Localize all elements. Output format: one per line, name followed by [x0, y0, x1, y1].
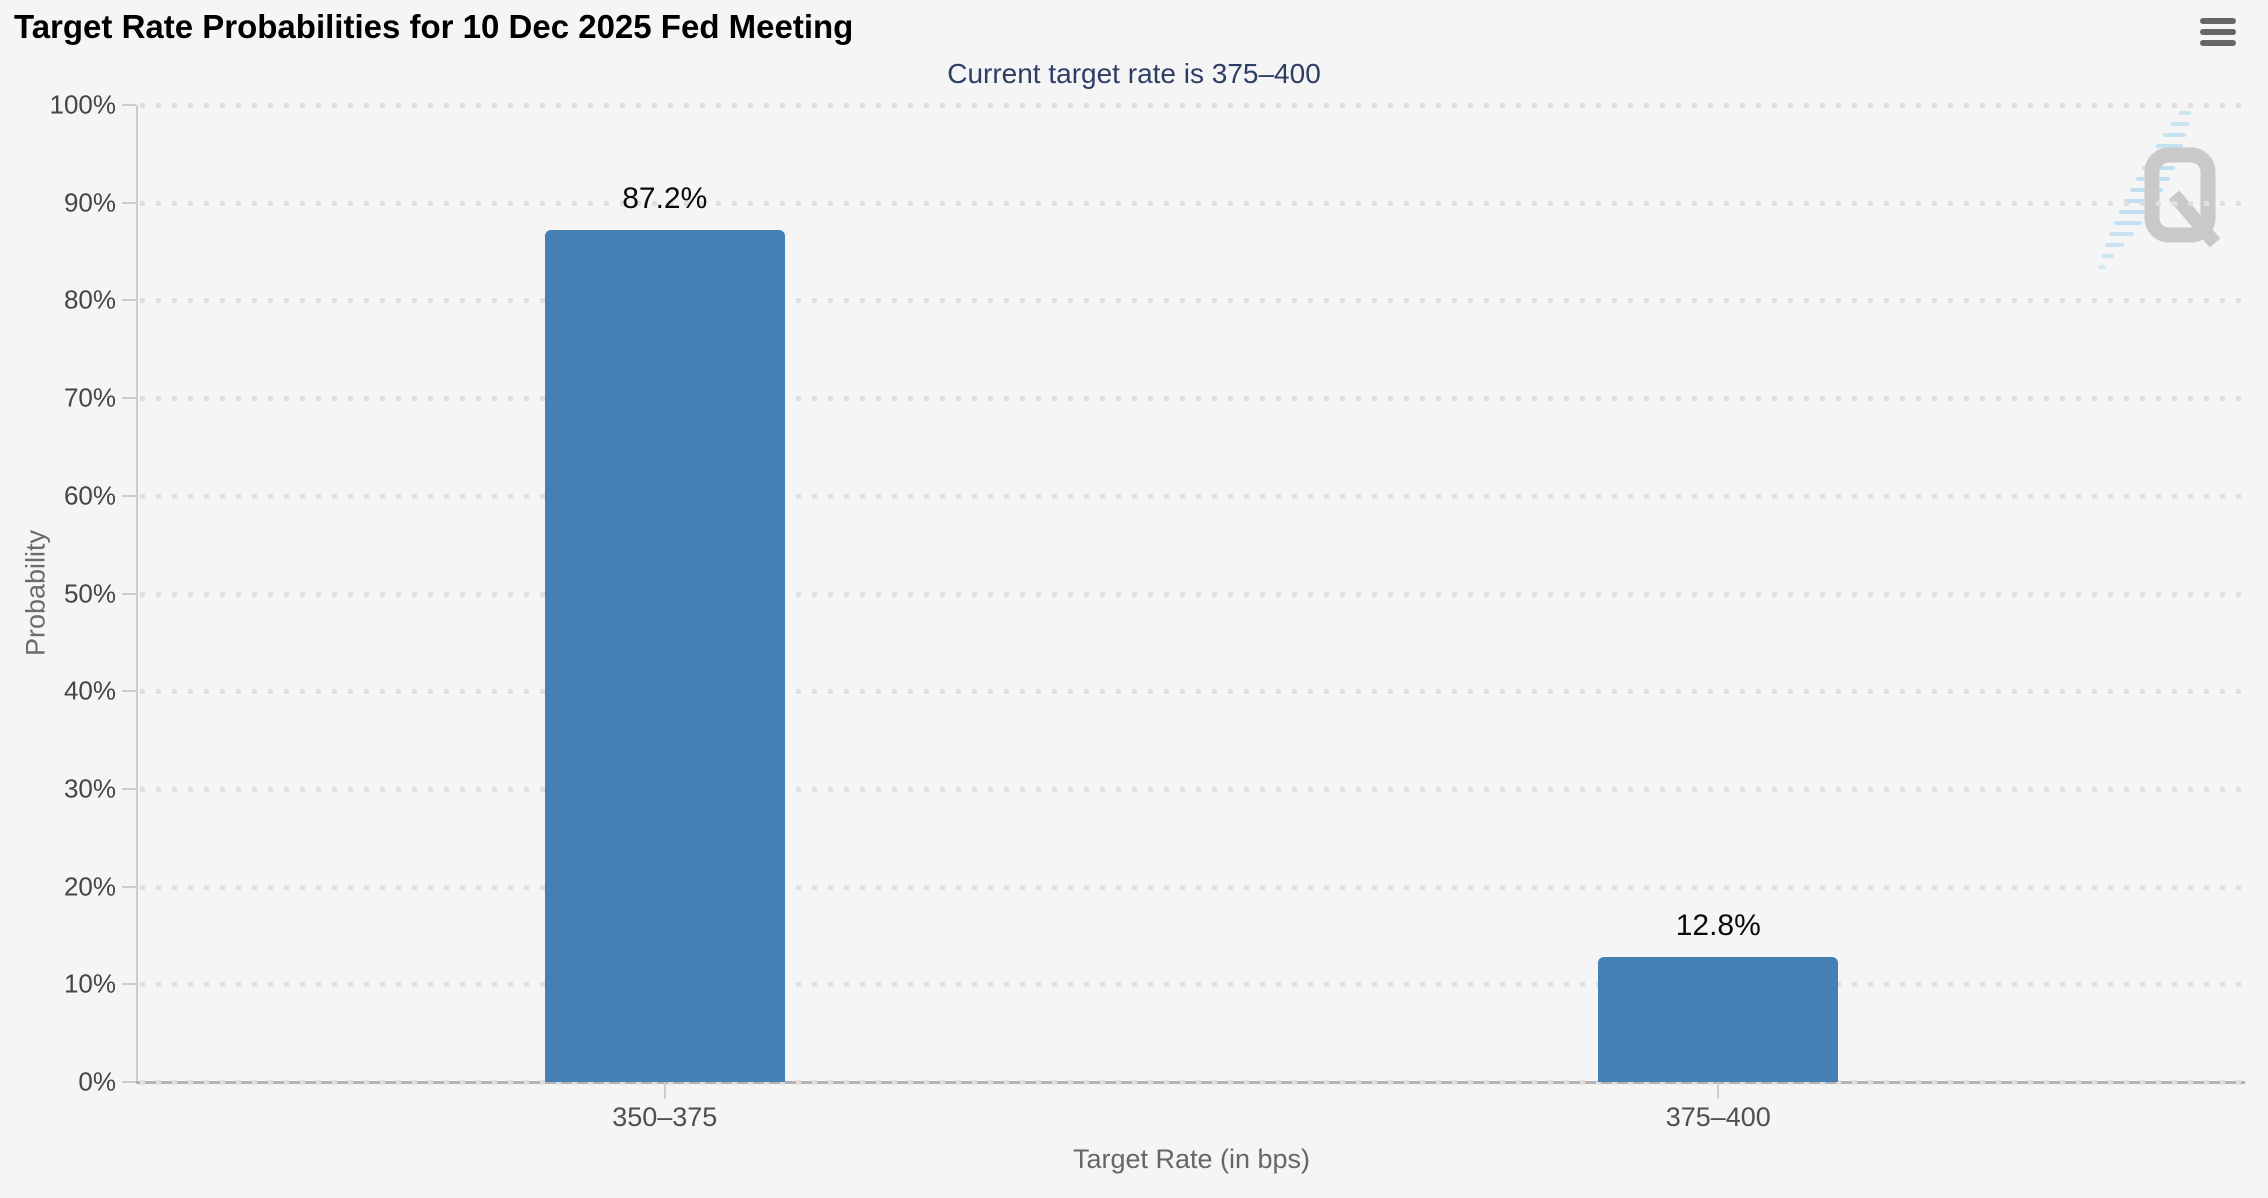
y-axis-tick: [122, 397, 136, 400]
y-gridline: [140, 786, 2247, 792]
y-tick-label: 10%: [63, 968, 116, 999]
y-axis-tick: [122, 592, 136, 595]
y-axis-tick: [122, 787, 136, 790]
y-gridline: [140, 103, 2247, 108]
y-gridline: [140, 1080, 2247, 1085]
x-category-label: 350–375: [612, 1102, 718, 1132]
y-axis-tick: [122, 885, 136, 888]
x-category-label: 375–400: [1665, 1102, 1771, 1132]
y-tick-label: 40%: [63, 675, 116, 706]
bar-value-label: 87.2%: [622, 182, 708, 216]
y-tick-label: 30%: [63, 773, 116, 804]
y-gridline: [140, 884, 2247, 890]
y-axis-tick: [122, 201, 136, 204]
chart-subtitle: Current target rate is 375–400: [947, 58, 1321, 89]
y-axis-line: [136, 105, 138, 1082]
y-gridline: [140, 298, 2247, 304]
y-axis-tick: [122, 983, 136, 986]
y-axis-tick: [122, 1081, 136, 1083]
y-axis-tick: [122, 104, 136, 106]
y-tick-label: 100%: [49, 89, 117, 120]
y-tick-label: 90%: [63, 187, 116, 218]
y-gridline: [140, 200, 2247, 206]
y-axis-title: Probability: [20, 529, 51, 657]
y-gridline: [140, 396, 2247, 402]
y-axis-tick: [122, 494, 136, 497]
chart-title: Target Rate Probabilities for 10 Dec 202…: [14, 8, 854, 45]
y-tick-label: 60%: [63, 480, 116, 511]
y-gridline: [140, 591, 2247, 597]
export-menu-button[interactable]: [2196, 12, 2240, 52]
y-tick-label: 70%: [63, 382, 116, 413]
plot-area: Target Rate (in bps) 0% 10% 20% 30% 40% 50% 60…: [50, 90, 2247, 1174]
y-gridline: [140, 982, 2247, 988]
x-axis-title: Target Rate (in bps): [1072, 1144, 1311, 1174]
y-tick-label: 50%: [63, 578, 116, 608]
y-tick-label: 20%: [63, 871, 116, 902]
y-axis-tick: [122, 690, 136, 693]
x-axis-tick: [1717, 1082, 1720, 1099]
y-tick-label: 0%: [78, 1066, 116, 1097]
probability-bar[interactable]: [544, 230, 785, 1082]
x-axis-tick: [663, 1082, 666, 1099]
y-gridline: [140, 493, 2247, 499]
y-axis-tick: [122, 299, 136, 302]
y-tick-label: 80%: [63, 284, 116, 315]
y-gridline: [140, 689, 2247, 695]
bar-value-label: 12.8%: [1675, 908, 1761, 942]
probability-bar[interactable]: [1598, 956, 1839, 1082]
